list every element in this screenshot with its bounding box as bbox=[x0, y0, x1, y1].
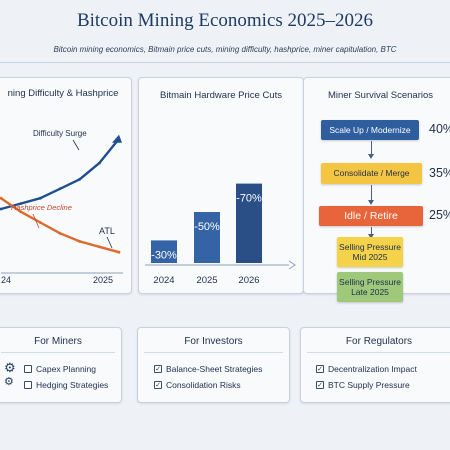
page-title: Bitcoin Mining Economics 2025–2026 bbox=[76, 10, 374, 31]
difficulty-hashprice-panel: ning Difficulty & Hashprice Difficulty S… bbox=[0, 77, 132, 294]
selling-pressure-late: Selling Pressure Late 2025 bbox=[337, 272, 403, 302]
regulators-item-label: Decentralization Impact bbox=[328, 364, 417, 374]
x-tick-label: 2025 bbox=[93, 275, 113, 285]
hardware-cuts-panel: Bitmain Hardware Price Cuts -30% 2024 -50%… bbox=[138, 77, 304, 294]
regulators-item-label: BTC Supply Pressure bbox=[328, 380, 410, 390]
scenario-idle-pct: 25% bbox=[429, 208, 450, 222]
regulators-panel: For Regulators ✓ Decentralization Impact… bbox=[300, 327, 450, 403]
x-tick-label: 2025 bbox=[196, 275, 217, 286]
difficulty-line-point bbox=[58, 187, 62, 191]
annotation-pointer bbox=[106, 236, 113, 249]
annotation-difficulty-surge: Difficulty Surge bbox=[33, 129, 87, 138]
header-divider bbox=[0, 62, 450, 63]
hashprice-line-point bbox=[38, 221, 42, 224]
bar-2024 bbox=[151, 240, 177, 263]
investors-item: ✓ Balance-Sheet Strategies bbox=[154, 364, 262, 374]
annotation-pointer bbox=[72, 139, 80, 151]
miners-panel: For Miners ⚙ ⚙ Capex Planning Hedging St… bbox=[0, 327, 122, 403]
bar-2026 bbox=[236, 183, 262, 263]
hardware-cuts-chart: -30% 2024 -50% 2025 -70% 2026 bbox=[145, 183, 296, 286]
miners-divider bbox=[1, 352, 115, 353]
pressure-late-line2: Late 2025 bbox=[351, 287, 389, 297]
regulators-item: ✓ Decentralization Impact bbox=[316, 364, 417, 374]
scenario-consolidate-label: Consolidate / Merge bbox=[333, 168, 410, 179]
gear-icon: ⚙ bbox=[4, 360, 16, 375]
difficulty-line-point bbox=[0, 207, 3, 211]
selling-pressure-mid: Selling Pressure Mid 2025 bbox=[337, 237, 403, 267]
miners-item-label: Hedging Strategies bbox=[36, 380, 109, 390]
check-icon: ✓ bbox=[316, 365, 324, 373]
scenario-consolidate-pct: 35% bbox=[429, 166, 450, 180]
x-tick-label: 2026 bbox=[238, 275, 259, 286]
arrow-down-icon bbox=[368, 227, 374, 239]
check-icon: ✓ bbox=[154, 381, 162, 389]
scenario-idle-label: Idle / Retire bbox=[344, 209, 398, 222]
difficulty-panel-title: ning Difficulty & Hashprice bbox=[7, 88, 119, 99]
checkbox-icon bbox=[24, 365, 32, 373]
pressure-mid-line1: Selling Pressure bbox=[339, 241, 401, 252]
hashprice-line-point bbox=[78, 240, 82, 243]
investors-item: ✓ Consolidation Risks bbox=[154, 380, 241, 390]
hardware-panel-title: Bitmain Hardware Price Cuts bbox=[160, 90, 282, 101]
scenario-consolidate: Consolidate / Merge bbox=[321, 163, 422, 184]
difficulty-line-point bbox=[78, 177, 82, 181]
page-subtitle: Bitcoin mining economics, Bitmain price … bbox=[53, 45, 397, 54]
miners-title: For Miners bbox=[34, 336, 82, 347]
data-label: -50% bbox=[194, 221, 220, 233]
annotation-pointer bbox=[32, 213, 40, 229]
hashprice-line-point bbox=[117, 250, 121, 254]
checkbox-icon bbox=[24, 381, 32, 389]
annotation-atl: ATL bbox=[99, 226, 115, 236]
miners-item-label: Capex Planning bbox=[36, 364, 97, 374]
arrow-down-icon bbox=[368, 141, 374, 159]
miners-item: Hedging Strategies bbox=[24, 380, 108, 390]
hashprice-line-point bbox=[58, 231, 62, 235]
check-icon: ✓ bbox=[316, 381, 324, 389]
regulators-divider bbox=[307, 352, 450, 353]
bar-2025 bbox=[194, 212, 220, 263]
regulators-title: For Regulators bbox=[345, 336, 413, 347]
difficulty-hashprice-chart: Difficulty Surge Hashprice Decline ATL 24 20… bbox=[0, 129, 123, 285]
miners-item: Capex Planning bbox=[24, 364, 96, 374]
arrow-up-icon bbox=[112, 134, 122, 143]
data-label: -30% bbox=[151, 249, 177, 261]
check-icon: ✓ bbox=[154, 365, 162, 373]
regulators-item: ✓ BTC Supply Pressure bbox=[316, 380, 410, 390]
scenarios-panel-title: Miner Survival Scenarios bbox=[327, 90, 434, 101]
x-tick-label: 24 bbox=[1, 275, 11, 285]
difficulty-line-point bbox=[19, 202, 23, 205]
scenario-idle: Idle / Retire bbox=[319, 206, 423, 226]
hashprice-line-point bbox=[19, 210, 23, 214]
scenarios-panel: Miner Survival Scenarios Scale Up / Mode… bbox=[303, 77, 450, 302]
investors-title: For Investors bbox=[184, 336, 243, 347]
hashprice-line-point bbox=[97, 245, 101, 249]
investors-divider bbox=[144, 352, 283, 353]
scenario-scale-up-label: Scale Up / Modernize bbox=[329, 124, 411, 135]
gear-icon: ⚙ bbox=[4, 376, 14, 388]
annotation-hashprice-decline: Hashprice Decline bbox=[11, 203, 72, 212]
scenario-scale-up-pct: 40% bbox=[429, 122, 450, 136]
pressure-late-line1: Selling Pressure bbox=[339, 276, 401, 287]
arrow-down-icon bbox=[368, 185, 374, 205]
axis-arrow-icon bbox=[288, 260, 296, 270]
difficulty-line-point bbox=[97, 161, 101, 165]
difficulty-line bbox=[0, 138, 120, 211]
investors-item-label: Balance-Sheet Strategies bbox=[166, 364, 263, 374]
investors-panel: For Investors ✓ Balance-Sheet Strategies… bbox=[137, 327, 290, 403]
hashprice-line-point bbox=[0, 196, 3, 200]
investors-item-label: Consolidation Risks bbox=[166, 380, 241, 390]
x-tick-label: 2024 bbox=[153, 275, 174, 286]
data-label: -70% bbox=[236, 193, 262, 205]
scenario-scale-up: Scale Up / Modernize bbox=[321, 120, 419, 140]
pressure-mid-line2: Mid 2025 bbox=[352, 252, 388, 262]
difficulty-line-point bbox=[38, 196, 42, 200]
